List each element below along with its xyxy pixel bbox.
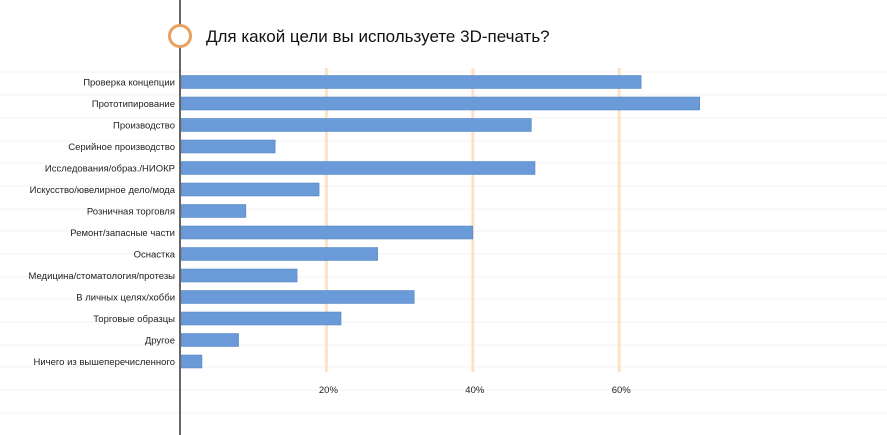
x-tick-label: 60% [612, 385, 632, 396]
category-label: Ничего из вышеперечисленного [34, 357, 176, 368]
bar [180, 161, 536, 175]
category-label: Искусство/ювелирное дело/мода [30, 185, 176, 196]
bar [180, 139, 276, 154]
category-label: Производство [113, 120, 175, 131]
chart-title: Для какой цели вы используете 3D-печать? [206, 27, 550, 46]
category-label: Розничная торговля [87, 206, 175, 217]
bar-series [180, 75, 700, 369]
category-label: Ремонт/запасные части [70, 228, 175, 239]
category-label: Прототипирование [92, 99, 175, 110]
category-labels: Проверка концепции Прототипирование Произв… [28, 77, 176, 368]
bar [180, 225, 474, 240]
category-label: В личных целях/хобби [76, 292, 175, 303]
bar [180, 333, 239, 347]
title-marker-circle [168, 24, 192, 48]
bar [180, 290, 415, 304]
category-label: Другое [145, 335, 175, 346]
bar [180, 354, 203, 369]
bar [180, 311, 342, 326]
x-tick-label: 20% [319, 385, 339, 396]
x-tick-label: 40% [465, 385, 485, 396]
category-label: Серийное производство [68, 142, 175, 153]
bar [180, 268, 298, 283]
vertical-gridlines [324, 68, 621, 372]
bar [180, 204, 247, 218]
category-label: Исследования/образ./НИОКР [45, 163, 175, 174]
bar [180, 96, 700, 111]
bar [180, 182, 320, 197]
bar [180, 247, 378, 261]
category-label: Медицина/стоматология/протезы [28, 271, 175, 282]
x-tick-labels: 20% 40% 60% [319, 385, 631, 396]
category-label: Проверка концепции [83, 77, 175, 88]
bar [180, 118, 532, 132]
category-label: Торговые образцы [93, 314, 175, 325]
category-label: Оснастка [134, 249, 176, 260]
bar [180, 75, 642, 89]
